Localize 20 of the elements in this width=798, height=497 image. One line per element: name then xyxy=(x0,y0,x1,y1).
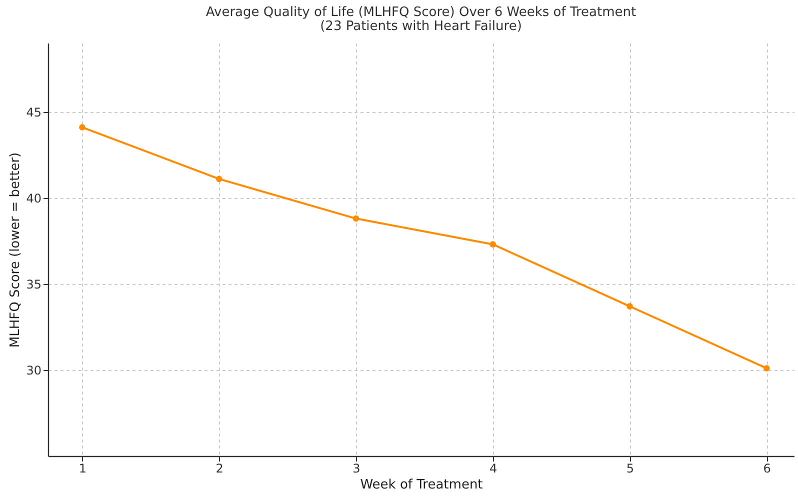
point xyxy=(352,215,360,222)
x-tick-label: 3 xyxy=(352,462,360,476)
y-tick-label: 45 xyxy=(26,105,42,120)
x-tick-label: 2 xyxy=(216,462,224,476)
y-axis-title: MLHFQ Score (lower = better) xyxy=(8,152,24,348)
point xyxy=(79,124,86,130)
chart-title: Average Quality of Life (MLHFQ Score) Over 6 Weeks of Treatment xyxy=(206,5,636,20)
x-tick-label: 4 xyxy=(490,462,498,476)
x-tick-label: 1 xyxy=(78,462,87,476)
point xyxy=(626,303,633,310)
y-tick-label: 40 xyxy=(26,191,42,206)
y-tick-label: 35 xyxy=(26,277,42,292)
point xyxy=(490,241,496,248)
point xyxy=(763,365,770,372)
point xyxy=(216,176,222,182)
x-axis-title: Week of Treatment xyxy=(360,478,483,492)
x-tick-label: 6 xyxy=(763,462,771,476)
x-tick-label: 5 xyxy=(626,462,634,476)
y-tick-label: 30 xyxy=(26,363,42,378)
chart-subtitle: (23 Patients with Heart Failure) xyxy=(320,19,522,34)
